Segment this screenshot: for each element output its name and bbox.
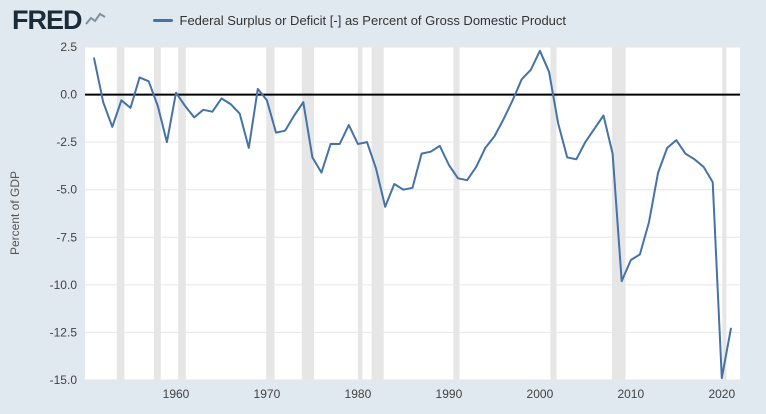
recession-band: [266, 47, 275, 380]
y-tick-label: -5.0: [56, 183, 77, 197]
y-tick-label: -12.5: [50, 325, 78, 339]
x-tick-label: 2010: [617, 387, 644, 401]
recession-band: [550, 47, 557, 380]
legend-label: Federal Surplus or Deficit [-] as Percen…: [179, 12, 567, 28]
legend-item[interactable]: Federal Surplus or Deficit [-] as Percen…: [152, 12, 567, 28]
recession-band: [611, 47, 626, 380]
y-tick-label: -10.0: [50, 278, 78, 292]
x-tick-label: 1980: [345, 387, 372, 401]
plot-area: [85, 47, 740, 380]
chart-svg[interactable]: 2.5 0.0 -2.5 -5.0 -7.5 -10.0 -12.5 -15.0 1960 197…: [0, 40, 766, 414]
y-tick-label: -2.5: [56, 135, 77, 149]
x-tick-label: 1970: [254, 387, 281, 401]
y-tick-label: -7.5: [56, 230, 77, 244]
recession-band: [371, 47, 384, 380]
recession-band: [453, 47, 460, 380]
recession-band: [722, 47, 727, 380]
recession-band: [178, 47, 186, 380]
fred-logo[interactable]: FRED: [12, 4, 107, 35]
series-line: [93, 49, 732, 380]
fred-logo-text: FRED: [12, 4, 82, 35]
y-tick-label: 2.5: [60, 40, 77, 54]
fred-logo-chart-icon: [84, 11, 107, 32]
y-tick-label: -15.0: [50, 373, 78, 387]
recession-band: [357, 47, 363, 380]
x-tick-label: 2000: [527, 387, 554, 401]
chart-header: FRED Federal Surplus or Deficit [-] as P…: [0, 0, 766, 40]
x-tick-label: 2020: [708, 387, 735, 401]
x-tick-label: 1990: [436, 387, 463, 401]
recession-band: [154, 47, 161, 380]
legend-line-marker: [152, 18, 173, 22]
recession-band: [301, 47, 314, 380]
recession-band: [116, 47, 125, 380]
x-tick-label: 1960: [163, 387, 190, 401]
y-tick-label: 0.0: [60, 88, 77, 102]
